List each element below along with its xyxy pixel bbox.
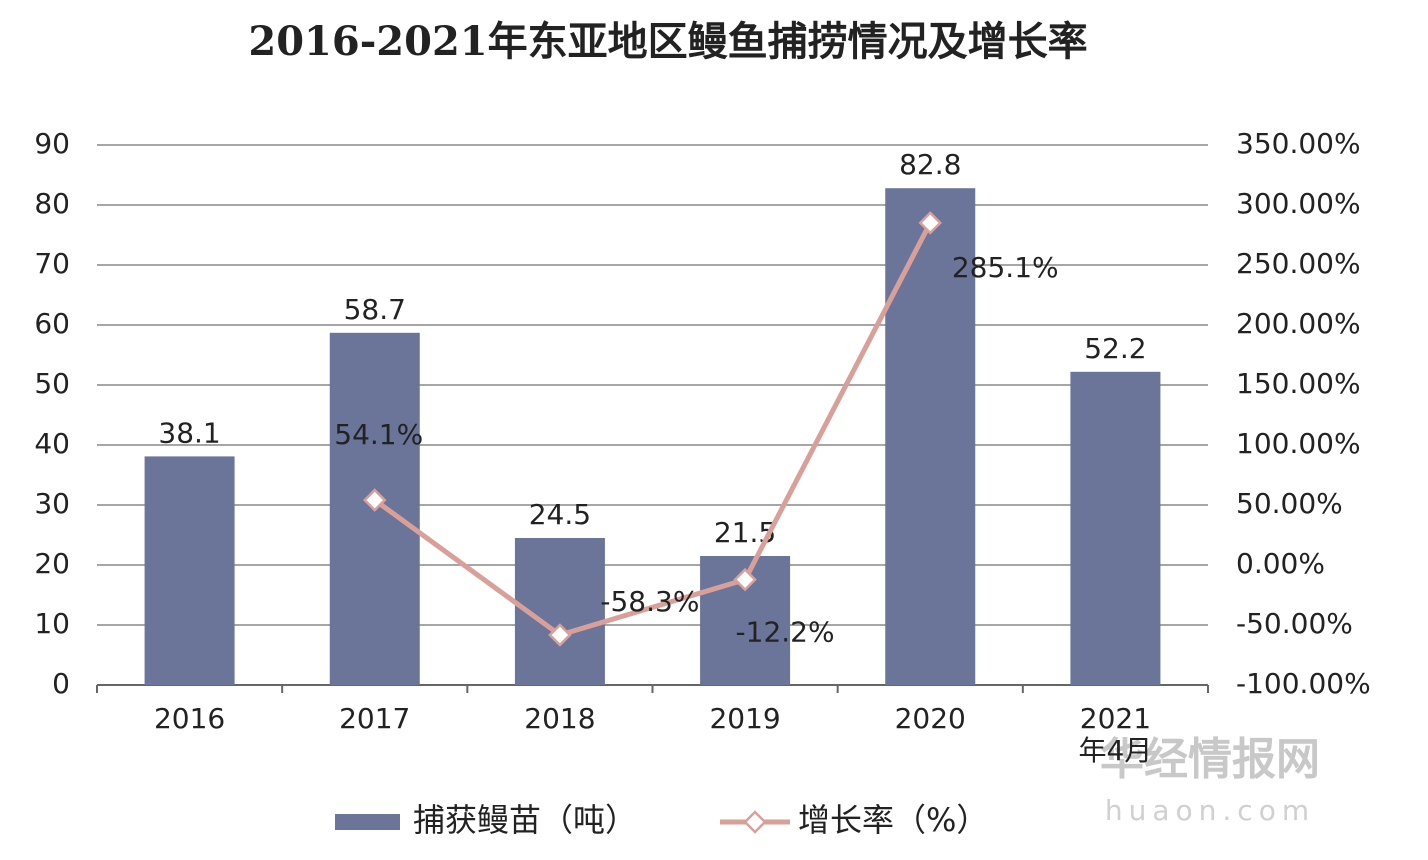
- legend-label: 捕获鳗苗（吨）: [413, 801, 637, 839]
- y2-tick-label: 200.00%: [1236, 307, 1361, 340]
- y-tick-label: 70: [34, 247, 70, 280]
- y2-tick-label: -100.00%: [1236, 667, 1371, 700]
- y-tick-label: 10: [34, 607, 70, 640]
- x-tick-label: 2020: [894, 703, 966, 735]
- y2-tick-label: 300.00%: [1236, 187, 1361, 220]
- legend-label: 增长率（%）: [798, 801, 988, 839]
- y-tick-label: 80: [34, 187, 70, 220]
- y2-tick-label: -50.00%: [1236, 607, 1353, 640]
- y2-tick-label: 350.00%: [1236, 127, 1361, 160]
- y-tick-label: 40: [34, 427, 70, 460]
- y-tick-label: 20: [34, 547, 70, 580]
- line-value-label: 54.1%: [334, 418, 423, 451]
- x-tick-label: 2021年4月: [1078, 703, 1153, 767]
- y2-tick-label: 250.00%: [1236, 247, 1361, 280]
- line-value-label: -58.3%: [600, 585, 699, 618]
- y2-tick-label: 100.00%: [1236, 427, 1361, 460]
- line-value-label: -12.2%: [736, 616, 835, 649]
- legend-swatch: [335, 814, 400, 830]
- x-tick-label: 2018: [524, 703, 596, 735]
- watermark: huaon.com: [1105, 794, 1315, 827]
- x-tick-label: 2016: [153, 703, 226, 735]
- bar-value-label: 58.7: [344, 293, 406, 326]
- bar: [1070, 371, 1161, 685]
- x-tick-label-box: 2020: [894, 703, 966, 735]
- marker: [918, 211, 943, 235]
- y-tick-label: 50: [34, 367, 70, 400]
- y2-tick-label: 0.00%: [1236, 547, 1325, 580]
- bar-value-label: 24.5: [529, 498, 591, 531]
- marker: [362, 488, 387, 512]
- y-tick-label: 90: [34, 127, 70, 160]
- bar-value-label: 38.1: [158, 416, 220, 449]
- line: [373, 221, 933, 638]
- x-tick-label-box: 2019: [709, 703, 781, 735]
- line-value-label: 285.1%: [952, 251, 1059, 284]
- bar-value-label: 82.8: [899, 148, 961, 181]
- x-tick-label-box: 2016: [153, 703, 226, 735]
- y2-tick-label: 150.00%: [1236, 367, 1361, 400]
- y-tick-label: 30: [34, 487, 70, 520]
- legend-marker: [743, 810, 767, 834]
- x-tick-label-box: 2017: [339, 703, 411, 735]
- marker: [548, 623, 572, 647]
- y-tick-label: 0: [52, 667, 70, 700]
- chart-title: 2016-2021年东亚地区鳗鱼捕捞情况及增长率: [248, 18, 1087, 65]
- x-tick-label: 2017: [339, 703, 411, 735]
- bar-value-label: 52.2: [1084, 332, 1146, 365]
- watermark: 华经情报网: [1100, 734, 1320, 785]
- bar: [885, 188, 976, 685]
- y-tick-label: 60: [34, 307, 70, 340]
- x-tick-label-box: 2018: [524, 703, 596, 735]
- y2-tick-label: 50.00%: [1236, 487, 1343, 520]
- bar: [144, 456, 235, 685]
- x-tick-label-box: 2021年4月: [1078, 703, 1153, 767]
- x-tick-label: 2019: [709, 703, 781, 735]
- marker: [733, 567, 757, 592]
